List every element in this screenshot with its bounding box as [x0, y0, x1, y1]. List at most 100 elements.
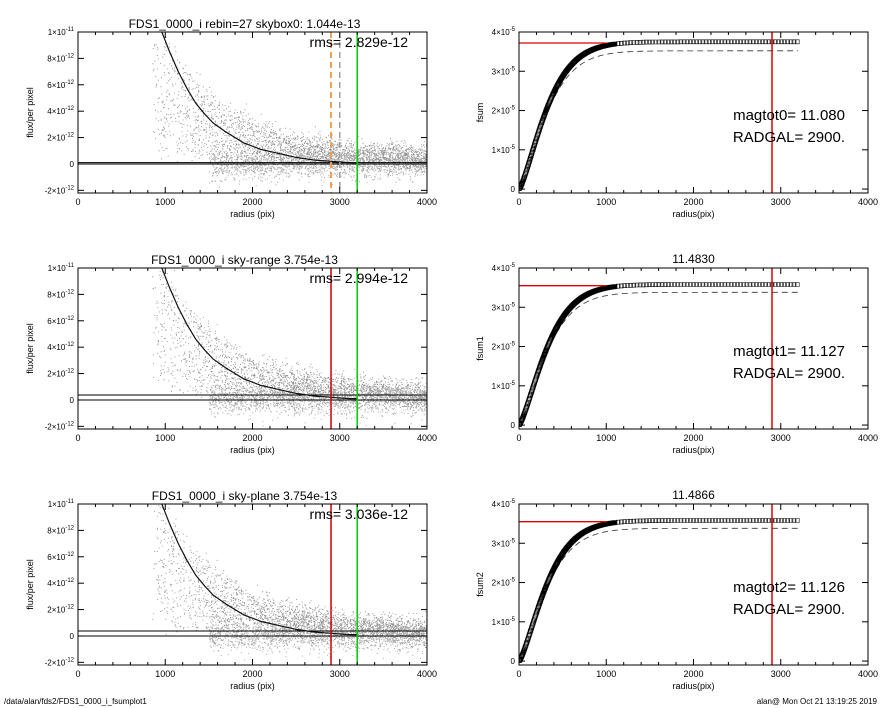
y-axis-label: fsum2 [475, 572, 485, 597]
x-tick-label: 1000 [596, 197, 616, 207]
plot-area [519, 268, 800, 429]
radgal-annotation: RADGAL= 2900. [733, 365, 845, 382]
radial-profile-line [161, 504, 358, 636]
y-tick-label: 4×10-5 [492, 263, 516, 273]
x-tick-label: 0 [516, 197, 521, 207]
y-axis-label: fsum1 [475, 336, 485, 361]
y-tick-label: 2×10-12 [47, 605, 74, 615]
y-tick-label: 3×10-5 [492, 538, 516, 548]
x-tick-label: 0 [75, 433, 80, 443]
y-tick-label: 4×10-12 [47, 106, 74, 116]
y-axis-label: flux/per pixel [25, 323, 35, 374]
y-tick-label: 8×10-12 [47, 53, 74, 63]
y-tick-label: 4×10-5 [492, 27, 516, 37]
x-tick-label: 3000 [771, 197, 791, 207]
y-tick-label: 1×10-11 [48, 499, 75, 509]
magtot-annotation: magtot0= 11.080 [733, 107, 845, 124]
chart-title: FDS1_0000_i rebin=27 skybox0: 1.044e-13 [129, 17, 361, 31]
magtot-annotation: magtot1= 11.127 [733, 343, 845, 360]
x-tick-label: 2000 [683, 433, 703, 443]
x-tick-label: 4000 [858, 197, 878, 207]
y-tick-label: 8×10-12 [47, 525, 74, 535]
model-dashed-curve [519, 50, 799, 190]
x-tick-label: 2000 [683, 197, 703, 207]
y-axis-label: flux/per pixel [25, 87, 35, 138]
growth-curve-markers [519, 39, 800, 191]
chart-panel-6: 0 1000 2000 3000 4000 0 1×10-5 2×10-5 3×10-5 4×10… [475, 488, 878, 691]
footer-file-path: /data/alan/fds2/FDS1_0000_i_fsumplot1 [4, 697, 147, 706]
y-tick-label: 3×10-5 [492, 66, 516, 76]
y-tick-label: 2×10-12 [47, 369, 74, 379]
x-axis-label: radius(pix) [672, 445, 714, 455]
chart-panel-1: 0 1000 2000 3000 4000-2×10-1202×10-124×10-12… [25, 17, 437, 219]
chart-title: 11.4866 [672, 488, 715, 502]
sky-noise-points [208, 137, 427, 188]
x-tick-label: 1000 [596, 669, 616, 679]
radial-profile-line [161, 268, 358, 400]
plot-area [78, 32, 427, 193]
magtot-annotation: magtot2= 11.126 [733, 579, 845, 596]
x-axis-label: radius (pix) [230, 445, 275, 455]
y-tick-label: 1×10-11 [48, 263, 75, 273]
x-tick-label: 3000 [330, 433, 350, 443]
plot-area [78, 268, 427, 429]
radgal-annotation: RADGAL= 2900. [733, 129, 845, 146]
y-tick-label: 0 [511, 185, 516, 194]
x-tick-label: 3000 [771, 433, 791, 443]
y-tick-label: -2×10-12 [45, 657, 75, 667]
y-tick-label: 1×10-5 [492, 145, 516, 155]
y-tick-label: 1×10-11 [48, 27, 75, 37]
y-tick-label: 6×10-12 [47, 80, 74, 90]
x-tick-label: 1000 [155, 197, 175, 207]
y-tick-label: -2×10-12 [45, 185, 75, 195]
growth-curve-markers [519, 282, 800, 427]
chart-title: FDS1_0000_i sky-plane 3.754e-13 [152, 489, 338, 503]
growth-curve-markers [519, 518, 800, 663]
chart-title: FDS1_0000_i sky-range 3.754e-13 [151, 253, 338, 267]
x-tick-label: 0 [75, 197, 80, 207]
y-tick-label: 4×10-12 [47, 578, 74, 588]
y-tick-label: 2×10-5 [492, 578, 516, 588]
y-axis-label: fsum [475, 103, 485, 123]
sky-noise-points [208, 368, 427, 427]
x-tick-label: 0 [75, 669, 80, 679]
plot-area [519, 504, 800, 665]
y-tick-label: 2×10-5 [492, 106, 516, 116]
model-dashed-curve [519, 291, 799, 426]
x-tick-label: 4000 [858, 669, 878, 679]
x-tick-label: 1000 [155, 669, 175, 679]
x-axis-label: radius(pix) [672, 681, 714, 691]
y-tick-label: 4×10-12 [47, 342, 74, 352]
radgal-annotation: RADGAL= 2900. [733, 601, 845, 618]
x-tick-label: 2000 [242, 669, 262, 679]
model-dashed-curve [519, 527, 799, 662]
y-tick-label: 1×10-5 [492, 381, 516, 391]
x-tick-label: 4000 [417, 197, 437, 207]
y-tick-label: 0 [511, 657, 516, 666]
chart-panel-4: 0 1000 2000 3000 4000 0 1×10-5 2×10-5 3×10-5 4×10… [475, 252, 878, 455]
y-tick-label: 8×10-12 [47, 289, 74, 299]
x-tick-label: 4000 [858, 433, 878, 443]
y-tick-label: 0 [511, 421, 516, 430]
rms-annotation: rms= 2.994e-12 [310, 270, 409, 286]
y-tick-label: 2×10-5 [492, 342, 516, 352]
y-tick-label: 0 [70, 160, 75, 169]
x-tick-label: 3000 [771, 669, 791, 679]
x-tick-label: 0 [516, 433, 521, 443]
y-tick-label: 6×10-12 [47, 316, 74, 326]
y-axis-label: flux/per pixel [25, 559, 35, 610]
chart-panel-2: 0 1000 2000 3000 4000 0 1×10-5 2×10-5 3×10-5 4×10… [475, 27, 878, 219]
chart-panel-3: 0 1000 2000 3000 4000-2×10-1202×10-124×10-12… [25, 253, 437, 455]
y-tick-label: 4×10-5 [492, 499, 516, 509]
x-axis-label: radius (pix) [230, 209, 275, 219]
y-tick-label: 0 [70, 396, 75, 405]
y-tick-label: 3×10-5 [492, 302, 516, 312]
plot-area [78, 504, 427, 665]
x-tick-label: 2000 [242, 433, 262, 443]
x-tick-label: 2000 [242, 197, 262, 207]
x-tick-label: 1000 [155, 433, 175, 443]
x-tick-label: 0 [516, 669, 521, 679]
y-tick-label: 6×10-12 [47, 552, 74, 562]
x-tick-label: 1000 [596, 433, 616, 443]
